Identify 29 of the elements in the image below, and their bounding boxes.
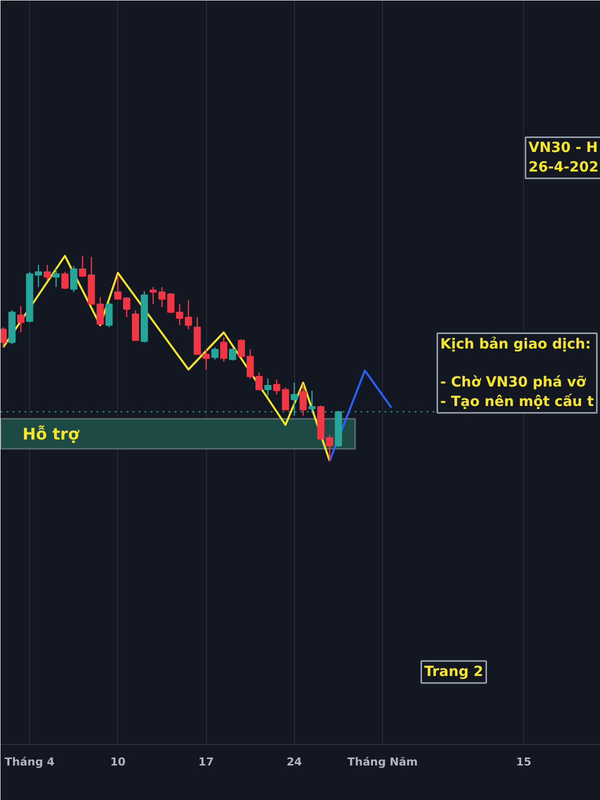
x-tick-label: Tháng 4 (4, 756, 55, 768)
candlestick (264, 378, 272, 396)
text: Trang 2 (424, 664, 484, 680)
candlestick (17, 306, 24, 333)
x-tick-label: 15 (516, 756, 532, 768)
x-tick-label: 17 (198, 756, 214, 768)
candlestick (78, 255, 86, 278)
candlestick (34, 264, 42, 288)
candlestick (211, 346, 218, 360)
candlestick (184, 300, 192, 330)
annotation: - Tạo nên một cấu t (440, 392, 594, 410)
text: VN30 - H (528, 140, 598, 156)
candlestick (300, 384, 307, 416)
x-tick-label: 10 (110, 756, 126, 768)
candlestick (52, 268, 60, 288)
band-label: Hỗ trợ (22, 424, 80, 444)
candlestick (61, 271, 68, 290)
candlestick (44, 264, 51, 281)
candlestick (228, 348, 236, 362)
candlestick (220, 336, 228, 362)
x-tick-label: 24 (286, 756, 302, 768)
candlestick (70, 265, 78, 293)
candlestick (150, 286, 157, 305)
x-tick-label: Tháng Năm (347, 756, 418, 768)
annotation: Kịch bản giao dịch: (440, 336, 591, 352)
annotation: - Chờ VN30 phá vỡ (440, 374, 586, 391)
text: 26-4-202 (528, 159, 599, 176)
candlestick (105, 301, 113, 328)
candlestick (0, 326, 7, 348)
